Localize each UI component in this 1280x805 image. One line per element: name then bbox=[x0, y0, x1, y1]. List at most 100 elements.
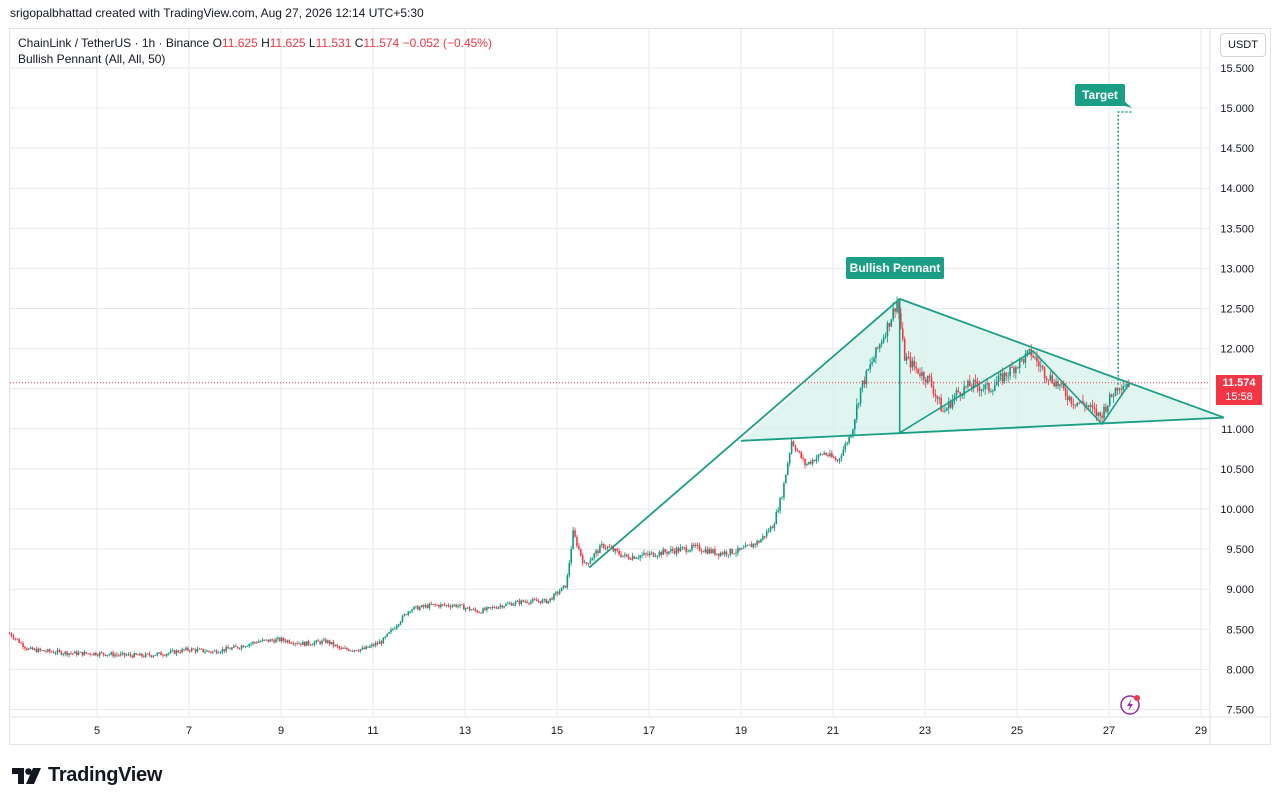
legend-high: H11.625 bbox=[261, 36, 306, 50]
candle-body bbox=[509, 603, 511, 605]
candle-body bbox=[1057, 381, 1059, 387]
candle-body bbox=[1024, 353, 1027, 363]
candle-body bbox=[932, 386, 935, 394]
x-tick-label: 5 bbox=[94, 725, 100, 737]
candle-body bbox=[1049, 375, 1052, 381]
candle-body bbox=[434, 604, 436, 605]
candle-body bbox=[440, 604, 442, 607]
candle-body bbox=[1055, 381, 1057, 387]
candle-body bbox=[551, 598, 553, 600]
x-tick-label: 17 bbox=[643, 725, 655, 737]
candle-body bbox=[133, 653, 135, 658]
candle-body bbox=[478, 612, 480, 614]
candle-body bbox=[1003, 372, 1006, 382]
candle-body bbox=[41, 650, 43, 651]
candle-body bbox=[1064, 388, 1067, 396]
candle-body bbox=[817, 454, 820, 459]
candle-body bbox=[24, 647, 26, 649]
y-tick-label: 13.000 bbox=[1220, 263, 1254, 275]
candle-body bbox=[50, 651, 53, 653]
candle-body bbox=[790, 441, 793, 454]
candle-body bbox=[702, 551, 705, 553]
candle-body bbox=[501, 605, 503, 608]
candle-body bbox=[91, 654, 93, 656]
candle-body bbox=[497, 606, 500, 609]
candle-body bbox=[1116, 387, 1119, 391]
candle-body bbox=[26, 648, 28, 650]
candle-body bbox=[248, 644, 250, 647]
candle-body bbox=[982, 388, 985, 390]
target-label-box bbox=[1075, 84, 1125, 106]
candle-body bbox=[474, 608, 477, 611]
candle-body bbox=[633, 556, 636, 559]
candle-body bbox=[35, 648, 38, 653]
legend-indicator[interactable]: Bullish Pennant (All, All, 50) bbox=[18, 52, 166, 66]
candle-body bbox=[148, 653, 151, 656]
candle-body bbox=[767, 531, 770, 533]
candle-body bbox=[1108, 394, 1111, 406]
legend-symbol[interactable]: ChainLink / TetherUS · 1h · Binance bbox=[18, 36, 210, 50]
candle-body bbox=[411, 609, 413, 612]
candle-body bbox=[121, 652, 124, 654]
candle-body bbox=[470, 609, 473, 611]
candle-body bbox=[196, 649, 199, 652]
candle-body bbox=[1093, 407, 1096, 409]
candle-body bbox=[938, 397, 940, 399]
candle-body bbox=[723, 551, 726, 555]
candle-body bbox=[882, 337, 885, 343]
candle-body bbox=[127, 654, 130, 655]
candle-body bbox=[884, 336, 887, 338]
chart-frame[interactable] bbox=[9, 28, 1271, 745]
candle-body bbox=[1043, 367, 1046, 378]
candle-body bbox=[204, 651, 206, 653]
currency-button[interactable]: USDT bbox=[1220, 33, 1266, 57]
flash-icon[interactable] bbox=[1119, 694, 1141, 716]
candle-body bbox=[175, 650, 178, 654]
candle-body bbox=[993, 385, 996, 391]
candle-body bbox=[1041, 365, 1044, 368]
candle-body bbox=[637, 557, 640, 559]
candle-body bbox=[986, 383, 988, 385]
pennant-label: Bullish Pennant bbox=[850, 261, 941, 275]
candle-body bbox=[821, 454, 824, 455]
candle-body bbox=[848, 436, 850, 443]
candle-body bbox=[64, 651, 66, 654]
candle-body bbox=[581, 555, 584, 563]
candle-body bbox=[903, 339, 906, 361]
candle-body bbox=[926, 375, 929, 383]
candle-body bbox=[142, 656, 145, 658]
candle-body bbox=[66, 651, 68, 656]
candle-body bbox=[144, 653, 147, 657]
candle-body bbox=[648, 553, 651, 556]
candle-body bbox=[137, 654, 139, 656]
candle-body bbox=[763, 535, 766, 537]
candle-body bbox=[533, 599, 536, 601]
candle-body bbox=[1078, 402, 1080, 404]
candle-body bbox=[466, 607, 469, 609]
candle-body bbox=[978, 386, 981, 391]
candle-body bbox=[150, 655, 153, 657]
candle-body bbox=[321, 640, 323, 644]
candle-body bbox=[802, 457, 804, 459]
candle-body bbox=[796, 449, 799, 451]
candle-body bbox=[1028, 349, 1031, 351]
candle-body bbox=[181, 649, 183, 653]
candle-body bbox=[587, 563, 590, 565]
candle-body bbox=[326, 640, 329, 643]
candle-body bbox=[300, 643, 302, 645]
candle-body bbox=[997, 375, 1000, 382]
candle-body bbox=[443, 604, 446, 606]
candle-body bbox=[595, 550, 597, 554]
candle-body bbox=[731, 548, 733, 554]
candle-body bbox=[169, 650, 172, 653]
candle-body bbox=[712, 549, 714, 553]
tradingview-logo[interactable]: TradingView bbox=[12, 764, 162, 787]
candle-body bbox=[781, 497, 783, 499]
candle-body bbox=[788, 453, 791, 464]
pennant-zigzag bbox=[898, 298, 1131, 435]
candle-body bbox=[545, 599, 548, 604]
candle-body bbox=[850, 436, 852, 438]
legend-change: −0.052 (−0.45%) bbox=[402, 36, 492, 50]
candle-body bbox=[265, 639, 268, 641]
